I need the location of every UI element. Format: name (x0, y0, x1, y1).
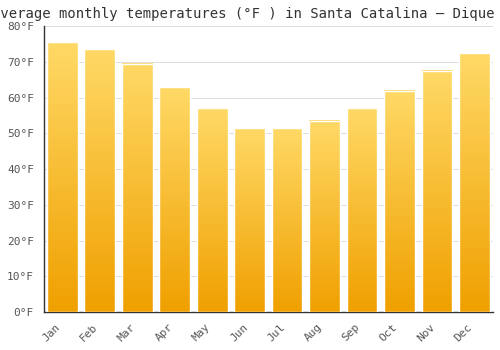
Bar (122, 64, 152, 312)
Bar (234, 128, 265, 312)
Bar (84, 49, 115, 312)
Bar (309, 121, 340, 312)
Bar (422, 71, 452, 312)
Bar (197, 108, 228, 312)
Bar (346, 108, 378, 312)
Bar (272, 128, 302, 312)
Title: Average monthly temperatures (°F ) in Santa Catalina – Dique Lujan: Average monthly temperatures (°F ) in Sa… (0, 7, 500, 21)
Bar (160, 87, 190, 312)
Bar (384, 91, 415, 312)
Bar (459, 53, 490, 312)
Bar (47, 42, 78, 312)
